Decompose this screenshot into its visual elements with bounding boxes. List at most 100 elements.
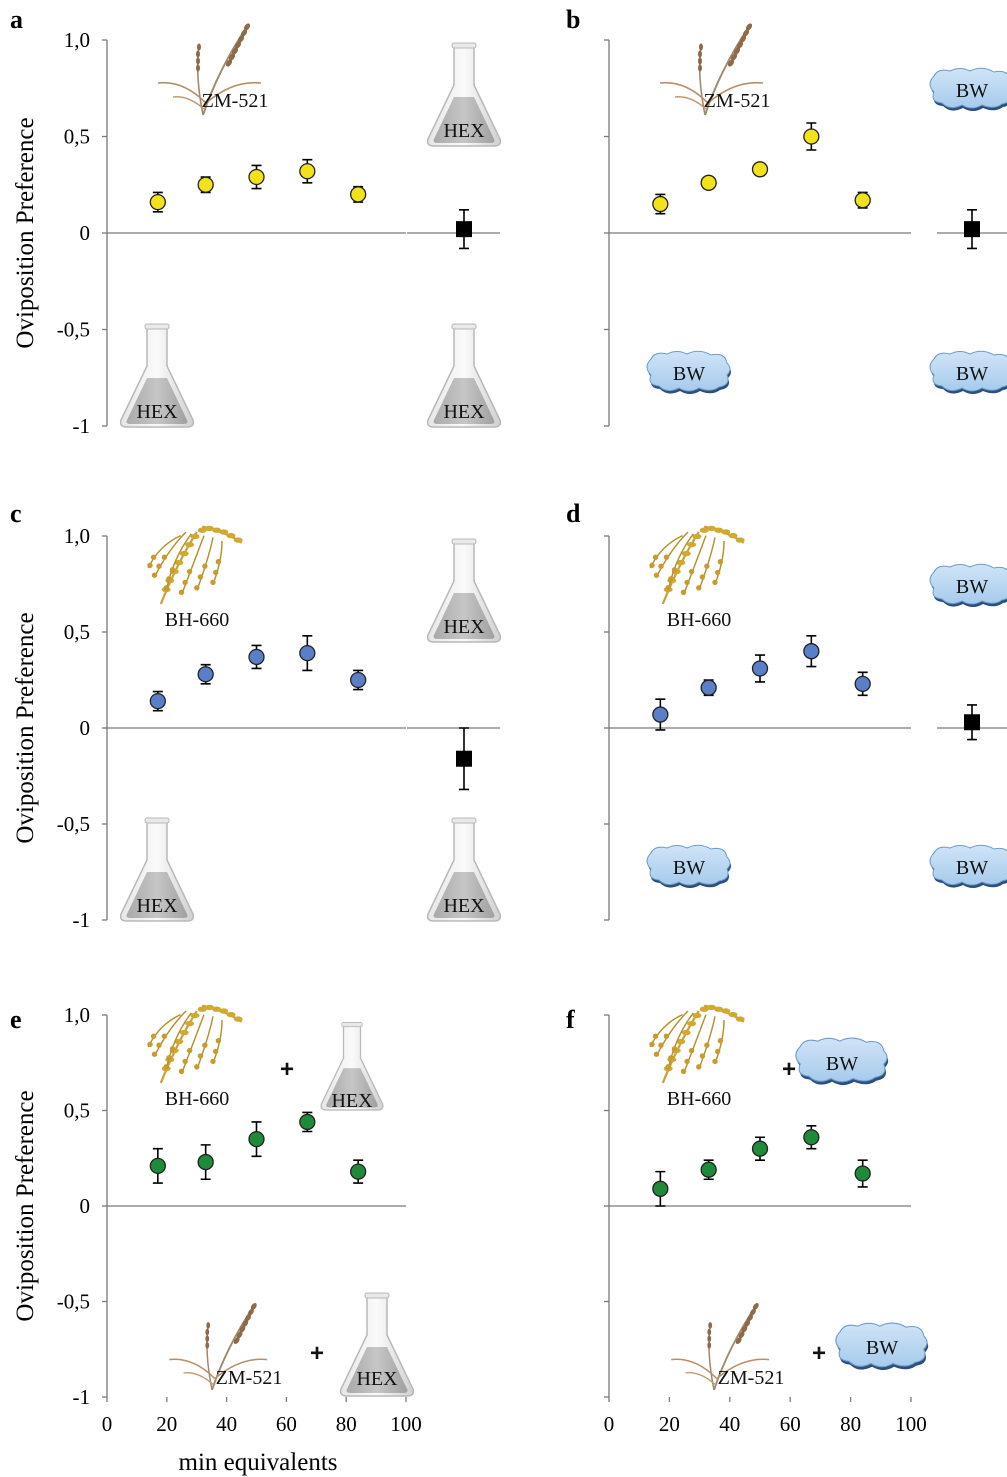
data-point: [854, 675, 871, 692]
bottom-control-label: BW: [956, 363, 988, 385]
x-tick-label: 20: [156, 1412, 177, 1436]
panel-b: b ZM-521 BW BW BW: [566, 5, 1007, 427]
data-point: [149, 193, 166, 211]
data-point: [248, 1131, 265, 1148]
y-tick-label: 1,0: [64, 28, 90, 52]
data-point: [751, 660, 769, 677]
y-axis-label: Oviposition Preference: [12, 1090, 39, 1321]
x-tick-label: 0: [102, 1412, 113, 1436]
y-tick-label: -1: [73, 908, 91, 932]
y-axis-label: Oviposition Preference: [12, 117, 39, 348]
bottom-treatment-label: ZM-521: [718, 1367, 785, 1389]
data-point: [197, 176, 214, 193]
y-tick-label: -1: [73, 1385, 91, 1409]
panel-a: a 1,0 0,5 0 -0,5 -1 Oviposition Preference ZM-5…: [10, 5, 502, 438]
y-tick-label: 0,5: [64, 125, 90, 149]
plus-sign: +: [310, 1340, 324, 1367]
top-treatment-label: BH-660: [667, 609, 731, 631]
data-point: [149, 692, 166, 710]
control-marker: [456, 750, 472, 767]
data-point: [197, 666, 214, 683]
bottom-treatment-label: BW: [673, 857, 705, 879]
y-axis-label: Oviposition Preference: [12, 612, 39, 843]
x-tick-label: 40: [216, 1412, 237, 1436]
sorghum-icon: [146, 1003, 244, 1085]
y-tick-label: 1,0: [64, 524, 90, 548]
data-point: [700, 1161, 717, 1178]
data-point: [350, 186, 367, 203]
data-point: [700, 679, 717, 696]
data-point: [299, 644, 316, 662]
y-tick-label: 0: [80, 221, 91, 245]
bottom-addition-label: HEX: [356, 1368, 398, 1390]
data-point: [854, 1165, 871, 1182]
x-tick-label: 100: [895, 1412, 927, 1436]
top-control-label: HEX: [443, 120, 485, 142]
control-marker: [964, 221, 980, 238]
bottom-treatment-label: HEX: [136, 401, 178, 423]
data-point: [803, 1129, 820, 1146]
y-tick-label: -1: [73, 414, 91, 438]
x-tick-label: 40: [719, 1412, 740, 1436]
data-point: [299, 163, 316, 180]
panel-letter: b: [566, 5, 580, 34]
top-treatment-label: ZM-521: [704, 90, 771, 112]
panel-letter: e: [10, 1005, 22, 1034]
control-marker: [456, 221, 472, 238]
top-addition-label: HEX: [331, 1090, 373, 1112]
bottom-treatment-label: HEX: [136, 895, 178, 917]
data-point: [248, 168, 265, 186]
x-tick-label: 80: [840, 1412, 861, 1436]
y-tick-label: 1,0: [64, 1003, 90, 1027]
data-point: [803, 643, 820, 660]
top-treatment-label: BH-660: [165, 1088, 229, 1110]
x-tick-label: 60: [780, 1412, 801, 1436]
data-point: [751, 161, 769, 178]
x-tick-label: 80: [336, 1412, 357, 1436]
top-treatment-label: ZM-521: [202, 90, 269, 112]
panel-e: e 1,0 0,5 0 -0,5 -1 Oviposition Preference 0 20 4…: [10, 1003, 422, 1436]
data-point: [248, 648, 265, 666]
top-control-label: HEX: [443, 616, 485, 638]
sorghum-icon: [648, 524, 746, 606]
data-point: [350, 1163, 367, 1180]
data-point: [299, 1113, 316, 1131]
y-tick-label: -0,5: [57, 318, 90, 342]
x-tick-label: 0: [604, 1412, 615, 1436]
panel-letter: f: [566, 1005, 575, 1034]
y-tick-label: 0: [80, 716, 91, 740]
y-tick-label: 0: [80, 1194, 91, 1218]
data-point: [350, 671, 367, 689]
panel-letter: c: [10, 499, 22, 528]
bottom-addition-label: BW: [866, 1337, 898, 1359]
panel-c: c 1,0 0,5 0 -0,5 -1 Oviposition Preference BH-6…: [10, 499, 502, 932]
bottom-control-label: BW: [956, 857, 988, 879]
y-tick-label: 0,5: [64, 620, 90, 644]
x-tick-label: 100: [390, 1412, 422, 1436]
data-point: [652, 1180, 669, 1197]
sorghum-icon: [648, 1003, 746, 1085]
x-tick-label: 60: [276, 1412, 297, 1436]
y-tick-label: 0,5: [64, 1099, 90, 1123]
top-control-label: BW: [956, 80, 988, 102]
data-point: [149, 1157, 166, 1175]
sorghum-icon: [146, 524, 244, 606]
control-marker: [964, 714, 980, 731]
y-tick-label: -0,5: [57, 1290, 90, 1314]
data-point: [700, 174, 717, 191]
bottom-control-label: HEX: [443, 895, 485, 917]
bottom-treatment-label: BW: [673, 363, 705, 385]
plus-sign: +: [812, 1340, 826, 1367]
top-treatment-label: BH-660: [667, 1088, 731, 1110]
panel-d: d BH-660 BW BW BW: [566, 499, 1007, 921]
plus-sign: +: [782, 1056, 796, 1083]
data-point: [854, 192, 871, 209]
panel-f: f 0 20 40 60 80 100 BH-660 + BW ZM-521 + BW: [566, 1003, 929, 1436]
top-control-label: BW: [956, 576, 988, 598]
panel-letter: d: [566, 499, 581, 528]
plus-sign: +: [280, 1056, 294, 1083]
x-axis-label: min equivalents: [179, 1449, 338, 1476]
bottom-treatment-label: ZM-521: [216, 1367, 283, 1389]
data-point: [197, 1153, 214, 1171]
